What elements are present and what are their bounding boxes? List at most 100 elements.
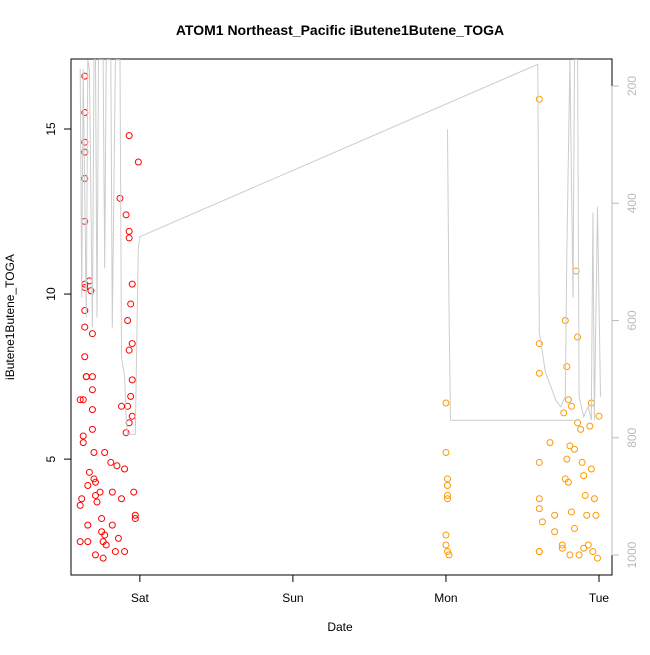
point <box>443 475 451 483</box>
point <box>127 300 135 308</box>
point <box>121 548 129 556</box>
point <box>558 541 566 549</box>
y-axis-label: iButene1Butene_TOGA <box>3 254 17 380</box>
chart-title: ATOM1 Northeast_Pacific iButene1Butene_T… <box>176 22 504 38</box>
y2-tick-label: 800 <box>625 427 639 447</box>
x-tick-label: Tue <box>589 591 610 605</box>
point <box>564 396 572 404</box>
y-tick-label: 10 <box>44 287 58 301</box>
point <box>113 462 121 470</box>
point <box>81 148 89 156</box>
point <box>79 439 87 447</box>
point <box>76 396 84 404</box>
point <box>584 541 592 549</box>
point <box>566 442 574 450</box>
point <box>563 455 571 463</box>
point <box>128 376 136 384</box>
point <box>124 316 132 324</box>
point <box>443 495 451 503</box>
point <box>101 531 109 539</box>
point <box>134 158 142 166</box>
point <box>99 554 107 562</box>
point <box>114 534 122 542</box>
point <box>81 323 89 331</box>
point <box>443 482 451 490</box>
point <box>580 544 588 552</box>
point <box>93 498 101 506</box>
point <box>535 458 543 466</box>
point <box>78 495 86 503</box>
point <box>575 551 583 559</box>
point <box>122 429 130 437</box>
point <box>130 488 138 496</box>
point <box>577 425 585 433</box>
point <box>128 340 136 348</box>
point <box>125 132 133 140</box>
point <box>566 551 574 559</box>
point <box>445 551 453 559</box>
point <box>127 392 135 400</box>
point <box>107 458 115 466</box>
point <box>443 491 451 499</box>
point <box>595 412 603 420</box>
point <box>98 515 106 523</box>
y2-tick-label: 200 <box>625 76 639 96</box>
point <box>118 402 126 410</box>
point <box>586 422 594 430</box>
point <box>589 548 597 556</box>
y2-tick-label: 400 <box>625 193 639 213</box>
point <box>590 495 598 503</box>
point <box>85 468 93 476</box>
point <box>82 373 90 381</box>
point <box>546 439 554 447</box>
point <box>125 234 133 242</box>
point <box>121 465 129 473</box>
point <box>442 399 450 407</box>
point <box>90 475 98 483</box>
line <box>79 59 601 435</box>
x-tick-label: Mon <box>434 591 457 605</box>
point <box>91 551 99 559</box>
point <box>91 491 99 499</box>
point <box>593 554 601 562</box>
point <box>587 465 595 473</box>
point <box>84 482 92 490</box>
point <box>125 227 133 235</box>
plot-area <box>76 59 603 562</box>
point <box>81 353 89 361</box>
y2-tick-label: 1000 <box>625 541 639 568</box>
point <box>128 280 136 288</box>
y2-tick-label: 600 <box>625 310 639 330</box>
x-tick-label: Sat <box>131 591 150 605</box>
point <box>581 491 589 499</box>
point <box>79 432 87 440</box>
x-tick-label: Sun <box>282 591 303 605</box>
point <box>128 412 136 420</box>
point <box>91 478 99 486</box>
point <box>96 488 104 496</box>
point <box>564 478 572 486</box>
point <box>116 194 124 202</box>
point <box>88 373 96 381</box>
point <box>76 501 84 509</box>
point <box>551 528 559 536</box>
point <box>535 548 543 556</box>
point <box>561 316 569 324</box>
point <box>563 363 571 371</box>
point <box>592 511 600 519</box>
point <box>558 544 566 552</box>
point <box>88 406 96 414</box>
point <box>535 95 543 103</box>
point <box>442 531 450 539</box>
point <box>108 521 116 529</box>
point <box>79 396 87 404</box>
point <box>84 521 92 529</box>
point <box>443 548 451 556</box>
point <box>124 402 132 410</box>
point <box>102 541 110 549</box>
point <box>88 425 96 433</box>
point <box>111 548 119 556</box>
plot-frame <box>70 58 613 576</box>
point <box>81 307 89 315</box>
